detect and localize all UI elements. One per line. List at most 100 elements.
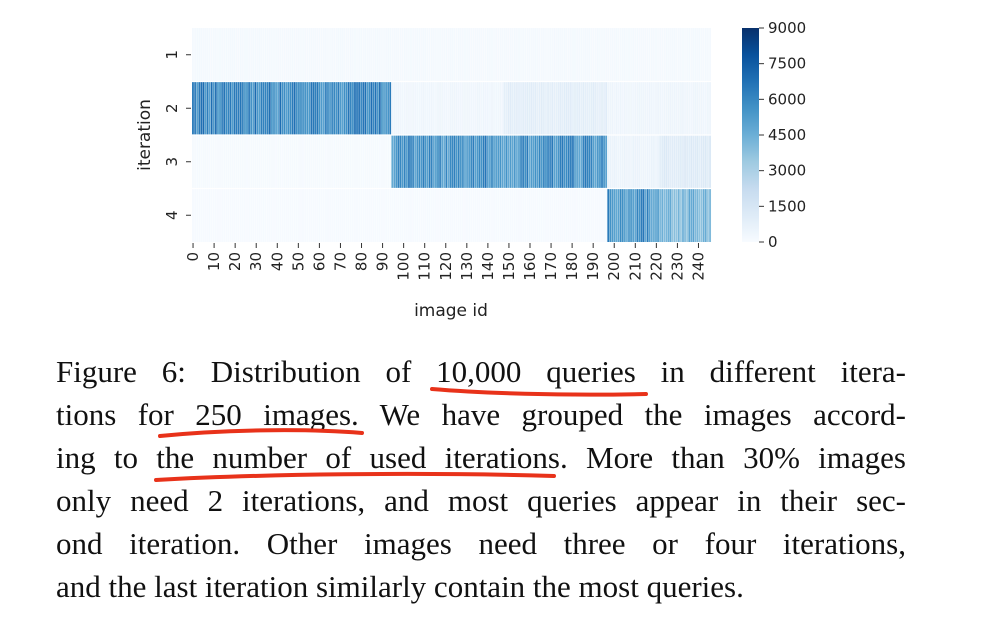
heatmap-cell — [245, 135, 249, 189]
heatmap-cell — [198, 188, 201, 242]
colorbar-tick-label: 4500 — [768, 126, 806, 144]
heatmap-cell — [663, 81, 666, 135]
heatmap-cell — [534, 188, 537, 242]
heatmap-cell — [339, 81, 342, 135]
heatmap-cell — [536, 28, 539, 82]
x-tick-label: 180 — [563, 252, 581, 281]
heatmap-cell — [600, 81, 604, 135]
heatmap-cell — [258, 135, 261, 189]
heatmap-cell — [260, 188, 263, 242]
heatmap-cell — [472, 28, 475, 82]
heatmap-cell — [320, 81, 323, 135]
heatmap-cell — [297, 135, 300, 189]
heatmap-cell — [412, 188, 415, 242]
heatmap-cell — [225, 81, 228, 135]
heatmap-cell — [648, 28, 651, 82]
heatmap-cell — [382, 28, 386, 82]
heatmap-cell — [524, 81, 527, 135]
heatmap-cell — [507, 28, 510, 82]
heatmap-cell — [426, 135, 429, 189]
heatmap-cell — [451, 135, 454, 189]
heatmap-cell — [493, 188, 496, 242]
heatmap-cell — [528, 28, 531, 82]
heatmap-cell — [277, 188, 280, 242]
heatmap-cell — [314, 135, 317, 189]
heatmap-cell — [341, 81, 344, 135]
heatmap-cell — [569, 81, 572, 135]
heatmap-cell — [634, 81, 637, 135]
heatmap-cell — [260, 28, 263, 82]
heatmap-cell — [380, 188, 384, 242]
heatmap-cell — [555, 81, 558, 135]
heatmap-cell — [266, 188, 269, 242]
heatmap-cell — [283, 188, 286, 242]
heatmap-cell — [387, 28, 390, 82]
heatmap-cell — [679, 135, 682, 189]
heatmap-cell — [285, 81, 288, 135]
heatmap-cell — [287, 188, 290, 242]
heatmap-cell — [503, 81, 506, 135]
heatmap-cell — [281, 135, 284, 189]
heatmap-cell — [264, 81, 267, 135]
heatmap-cell — [530, 81, 533, 135]
heatmap-cell — [627, 135, 631, 189]
y-tick-label: 2 — [163, 103, 181, 113]
heatmap-cell — [399, 135, 402, 189]
heatmap-cell — [611, 188, 614, 242]
heatmap-cell — [424, 28, 427, 82]
heatmap-cell — [677, 28, 680, 82]
heatmap-cell — [509, 28, 512, 82]
heatmap-cell — [339, 28, 342, 82]
heatmap-cell — [511, 28, 514, 82]
y-axis: 1 2 3 4 — [163, 50, 191, 220]
heatmap-cell — [650, 188, 653, 242]
heatmap-cell — [243, 188, 246, 242]
heatmap-cell — [588, 81, 591, 135]
heatmap-cell — [376, 81, 379, 135]
heatmap-cell — [409, 135, 413, 189]
heatmap-cell — [416, 81, 419, 135]
heatmap-cell — [422, 135, 425, 189]
heatmap-cell — [374, 81, 377, 135]
heatmap-cell — [210, 81, 213, 135]
heatmap-cell — [426, 28, 429, 82]
heatmap-cell — [534, 135, 537, 189]
heatmap-cell — [499, 81, 502, 135]
heatmap-cell — [470, 188, 473, 242]
heatmap-cell — [598, 135, 601, 189]
x-tick-label: 20 — [226, 252, 244, 271]
heatmap-cell — [659, 28, 662, 82]
heatmap-cell — [590, 28, 593, 82]
heatmap-cell — [258, 188, 261, 242]
heatmap-cell — [594, 188, 597, 242]
heatmap-cell — [266, 135, 269, 189]
heatmap-cell — [515, 28, 518, 82]
heatmap-cell — [333, 135, 336, 189]
heatmap-cell — [237, 135, 240, 189]
heatmap-cell — [364, 81, 367, 135]
heatmap-cell — [254, 135, 257, 189]
heatmap-cell — [430, 135, 433, 189]
heatmap-cell — [268, 28, 271, 82]
heatmap-cell — [509, 135, 512, 189]
heatmap-cell — [326, 135, 330, 189]
heatmap-cell — [225, 28, 228, 82]
heatmap-cell — [573, 135, 577, 189]
heatmap-cell — [463, 135, 467, 189]
heatmap-cell — [422, 188, 425, 242]
heatmap-cell — [380, 28, 384, 82]
heatmap-cell — [441, 188, 444, 242]
heatmap-cell — [239, 81, 242, 135]
heatmap-cell — [192, 28, 195, 82]
heatmap-cell — [576, 81, 579, 135]
heatmap-cell — [573, 81, 577, 135]
heatmap-cell — [320, 188, 323, 242]
heatmap-cell — [706, 81, 709, 135]
heatmap-cell — [654, 81, 658, 135]
heatmap-cell — [513, 188, 516, 242]
heatmap-cell — [239, 188, 242, 242]
heatmap-cell — [397, 135, 400, 189]
heatmap-cell — [490, 135, 494, 189]
heatmap-cell — [534, 28, 537, 82]
heatmap-cell — [270, 81, 273, 135]
